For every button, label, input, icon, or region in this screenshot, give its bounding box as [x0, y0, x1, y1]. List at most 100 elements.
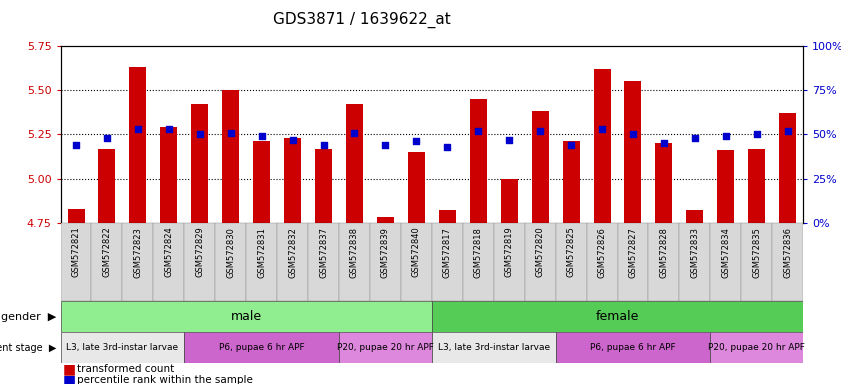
Bar — [246, 223, 278, 301]
Text: GSM572822: GSM572822 — [103, 227, 112, 277]
Bar — [525, 223, 556, 301]
Bar — [161, 127, 177, 223]
Point — [255, 133, 268, 139]
Text: GSM572833: GSM572833 — [690, 227, 700, 278]
Point — [533, 128, 547, 134]
Point — [781, 128, 795, 134]
Text: ■: ■ — [63, 362, 77, 376]
Text: transformed count: transformed count — [77, 364, 174, 374]
Bar — [278, 223, 308, 301]
Point — [657, 140, 670, 146]
Bar — [184, 332, 339, 363]
Bar — [711, 332, 803, 363]
Bar — [748, 149, 765, 223]
Bar — [67, 209, 85, 223]
Point — [472, 128, 485, 134]
Text: GSM572817: GSM572817 — [443, 227, 452, 278]
Text: GSM572835: GSM572835 — [752, 227, 761, 278]
Bar — [655, 143, 673, 223]
Bar — [680, 223, 711, 301]
Text: P6, pupae 6 hr APF: P6, pupae 6 hr APF — [590, 343, 676, 352]
Bar — [123, 223, 153, 301]
Bar — [92, 223, 123, 301]
Bar — [284, 138, 301, 223]
Text: GSM572839: GSM572839 — [381, 227, 390, 278]
Bar — [377, 217, 394, 223]
Bar — [500, 179, 518, 223]
Point — [224, 129, 237, 136]
Text: GSM572831: GSM572831 — [257, 227, 266, 278]
Text: percentile rank within the sample: percentile rank within the sample — [77, 375, 252, 384]
Text: ■: ■ — [63, 373, 77, 384]
Text: development stage  ▶: development stage ▶ — [0, 343, 56, 353]
Bar — [315, 149, 332, 223]
Point — [317, 142, 331, 148]
Point — [719, 133, 733, 139]
Bar — [711, 223, 741, 301]
Bar — [563, 141, 579, 223]
Bar — [61, 332, 184, 363]
Bar — [532, 111, 548, 223]
Text: female: female — [595, 310, 639, 323]
Point — [378, 142, 392, 148]
Point — [131, 126, 145, 132]
Bar — [431, 223, 463, 301]
Bar — [439, 210, 456, 223]
Point — [595, 126, 609, 132]
Point — [564, 142, 578, 148]
Point — [688, 135, 701, 141]
Text: L3, late 3rd-instar larvae: L3, late 3rd-instar larvae — [66, 343, 178, 352]
Bar — [408, 152, 425, 223]
Text: GSM572828: GSM572828 — [659, 227, 669, 278]
Text: GSM572830: GSM572830 — [226, 227, 235, 278]
Text: male: male — [230, 310, 262, 323]
Bar — [779, 113, 796, 223]
Bar — [470, 99, 487, 223]
Bar — [191, 104, 209, 223]
Text: GSM572819: GSM572819 — [505, 227, 514, 277]
Bar — [61, 223, 92, 301]
Bar — [772, 223, 803, 301]
Point — [100, 135, 114, 141]
Text: GSM572825: GSM572825 — [567, 227, 575, 277]
Point — [348, 129, 362, 136]
Bar — [431, 301, 803, 332]
Bar — [717, 150, 734, 223]
Bar — [686, 210, 703, 223]
Point — [69, 142, 82, 148]
Text: P6, pupae 6 hr APF: P6, pupae 6 hr APF — [219, 343, 304, 352]
Bar — [184, 223, 215, 301]
Point — [750, 131, 764, 137]
Bar — [401, 223, 432, 301]
Text: P20, pupae 20 hr APF: P20, pupae 20 hr APF — [708, 343, 805, 352]
Text: GSM572824: GSM572824 — [164, 227, 173, 277]
Text: GSM572820: GSM572820 — [536, 227, 545, 277]
Bar — [586, 223, 617, 301]
Point — [441, 144, 454, 150]
Text: GSM572826: GSM572826 — [598, 227, 606, 278]
Bar — [346, 104, 363, 223]
Bar — [494, 223, 525, 301]
Text: L3, late 3rd-instar larvae: L3, late 3rd-instar larvae — [437, 343, 550, 352]
Bar — [61, 301, 431, 332]
Text: gender  ▶: gender ▶ — [1, 312, 56, 322]
Bar — [253, 141, 270, 223]
Bar — [556, 223, 586, 301]
Text: GSM572836: GSM572836 — [783, 227, 792, 278]
Text: GSM572832: GSM572832 — [288, 227, 297, 278]
Text: GSM572827: GSM572827 — [628, 227, 637, 278]
Text: GSM572837: GSM572837 — [319, 227, 328, 278]
Bar — [648, 223, 680, 301]
Bar — [339, 223, 370, 301]
Text: GSM572818: GSM572818 — [473, 227, 483, 278]
Text: GSM572834: GSM572834 — [722, 227, 730, 278]
Point — [193, 131, 207, 137]
Point — [286, 137, 299, 143]
Point — [162, 126, 176, 132]
Bar — [130, 67, 146, 223]
Bar — [222, 90, 239, 223]
Bar — [98, 149, 115, 223]
Bar — [370, 223, 401, 301]
Text: GSM572823: GSM572823 — [134, 227, 142, 278]
Bar — [308, 223, 339, 301]
